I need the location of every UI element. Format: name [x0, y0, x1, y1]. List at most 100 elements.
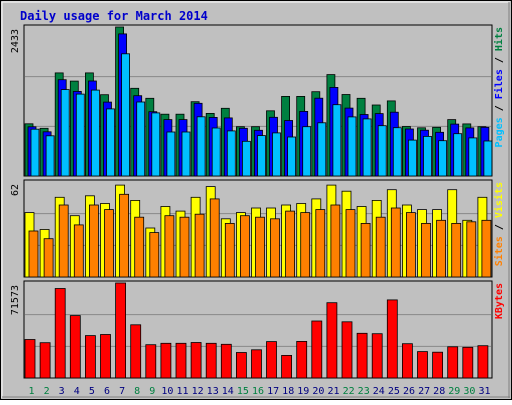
bar-pages-day-15 [241, 140, 251, 177]
bar-pages-day-30 [468, 137, 478, 177]
panel-1-legend-part-5: Hits [493, 27, 505, 51]
bar-pages-day-3 [60, 89, 70, 177]
x-tick-label-day-28: 28 [433, 386, 445, 397]
chart-title: Daily usage for March 2014 [20, 9, 208, 23]
bar-kbytes-day-2 [39, 342, 51, 379]
bar-kbytes-day-9 [145, 344, 157, 379]
x-tick-label-day-3: 3 [59, 386, 65, 397]
bar-pages-day-4 [75, 93, 85, 177]
x-tick-label-day-1: 1 [28, 386, 34, 397]
x-tick-label-day-30: 30 [463, 386, 475, 397]
x-tick-label-day-16: 16 [252, 386, 264, 397]
bar-kbytes-day-13 [205, 342, 217, 379]
bar-sites-day-26 [405, 212, 416, 278]
bar-kbytes-day-25 [386, 299, 398, 379]
bar-kbytes-day-5 [85, 335, 96, 379]
bar-pages-day-20 [317, 122, 327, 177]
x-tick-label-day-22: 22 [343, 386, 355, 397]
x-tick-label-day-23: 23 [358, 386, 370, 397]
bar-sites-day-15 [239, 215, 250, 278]
panel-2-legend-part-3: Visits [493, 182, 505, 218]
panel-1: 2433 Pages / Files / Hits [10, 24, 505, 177]
panel-3-max-label: 71573 [10, 285, 21, 315]
bar-pages-day-11 [181, 131, 191, 177]
bar-kbytes-day-1 [24, 339, 36, 379]
bar-pages-day-14 [226, 130, 236, 177]
bar-pages-day-31 [483, 140, 493, 177]
x-tick-label-day-6: 6 [104, 386, 110, 397]
bar-pages-day-8 [136, 101, 146, 177]
x-tick-label-day-20: 20 [312, 386, 324, 397]
bar-pages-day-21 [332, 104, 342, 177]
bar-sites-day-16 [255, 216, 265, 278]
x-tick-label-day-19: 19 [297, 386, 309, 397]
x-tick-label-day-2: 2 [44, 386, 50, 397]
bar-sites-day-21 [330, 204, 341, 278]
bar-sites-day-4 [73, 224, 84, 278]
x-tick-label-day-9: 9 [149, 386, 155, 397]
bar-kbytes-day-26 [401, 343, 413, 379]
panel-3-legend: KBytes [494, 283, 505, 319]
bar-kbytes-day-8 [130, 324, 142, 379]
bar-pages-day-10 [166, 131, 176, 177]
bar-kbytes-day-24 [371, 333, 383, 379]
x-tick-label-day-11: 11 [176, 386, 188, 397]
bar-sites-day-3 [58, 204, 69, 278]
panel-2-legend-part-2: / [494, 218, 505, 236]
bar-pages-day-25 [392, 127, 402, 177]
bar-sites-day-8 [134, 216, 145, 278]
bar-pages-day-18 [287, 136, 297, 177]
bar-pages-day-2 [45, 135, 55, 177]
bar-sites-day-17 [270, 218, 280, 278]
bar-pages-day-22 [347, 116, 357, 177]
bar-sites-day-10 [164, 215, 175, 278]
bar-kbytes-day-28 [432, 351, 444, 379]
bar-sites-day-19 [300, 212, 311, 278]
bar-pages-day-24 [377, 125, 387, 177]
bar-pages-day-12 [196, 116, 206, 177]
panel-2-legend: Sites / Visits [493, 182, 505, 266]
bar-sites-day-13 [209, 198, 220, 278]
x-tick-label-day-12: 12 [192, 386, 204, 397]
panel-2: 62 Sites / Visits [10, 179, 505, 278]
panel-1-legend-part-2: / [494, 99, 505, 117]
bar-sites-day-2 [43, 238, 54, 278]
bar-pages-day-16 [257, 135, 266, 177]
x-tick-label-day-7: 7 [119, 386, 125, 397]
bar-kbytes-day-31 [477, 345, 489, 379]
bar-sites-day-23 [360, 222, 371, 278]
bar-kbytes-day-4 [69, 315, 81, 379]
bar-kbytes-day-16 [251, 349, 262, 379]
panel-3: 71573 KBytes [10, 280, 505, 379]
bar-pages-day-1 [30, 128, 40, 177]
bar-sites-day-22 [345, 209, 356, 278]
x-tick-label-day-13: 13 [207, 386, 219, 397]
x-tick-label-day-29: 29 [448, 386, 460, 397]
x-tick-label-day-31: 31 [478, 386, 490, 397]
bar-kbytes-day-3 [54, 288, 66, 379]
bar-pages-day-28 [438, 140, 448, 177]
bar-sites-day-7 [119, 193, 129, 278]
bar-sites-day-27 [421, 222, 431, 278]
bar-kbytes-day-15 [235, 352, 247, 379]
bar-sites-day-9 [149, 232, 160, 278]
panel-1-legend: Pages / Files / Hits [493, 27, 505, 147]
x-tick-label-day-21: 21 [327, 386, 339, 397]
panel-1-max-label: 2433 [10, 29, 21, 53]
x-tick-label-day-10: 10 [161, 386, 173, 397]
bar-kbytes-day-21 [326, 302, 338, 379]
bar-kbytes-day-6 [100, 334, 111, 379]
bar-sites-day-6 [104, 209, 114, 278]
x-tick-label-day-8: 8 [134, 386, 140, 397]
bar-kbytes-day-14 [220, 343, 232, 379]
x-tick-label-day-15: 15 [237, 386, 249, 397]
bar-sites-day-14 [224, 222, 235, 278]
bar-sites-day-20 [315, 209, 326, 278]
x-tick-label-day-26: 26 [403, 386, 415, 397]
bar-kbytes-day-27 [417, 351, 428, 379]
bar-sites-day-30 [466, 221, 477, 278]
bar-pages-day-23 [362, 118, 372, 177]
bar-pages-day-13 [211, 127, 221, 177]
